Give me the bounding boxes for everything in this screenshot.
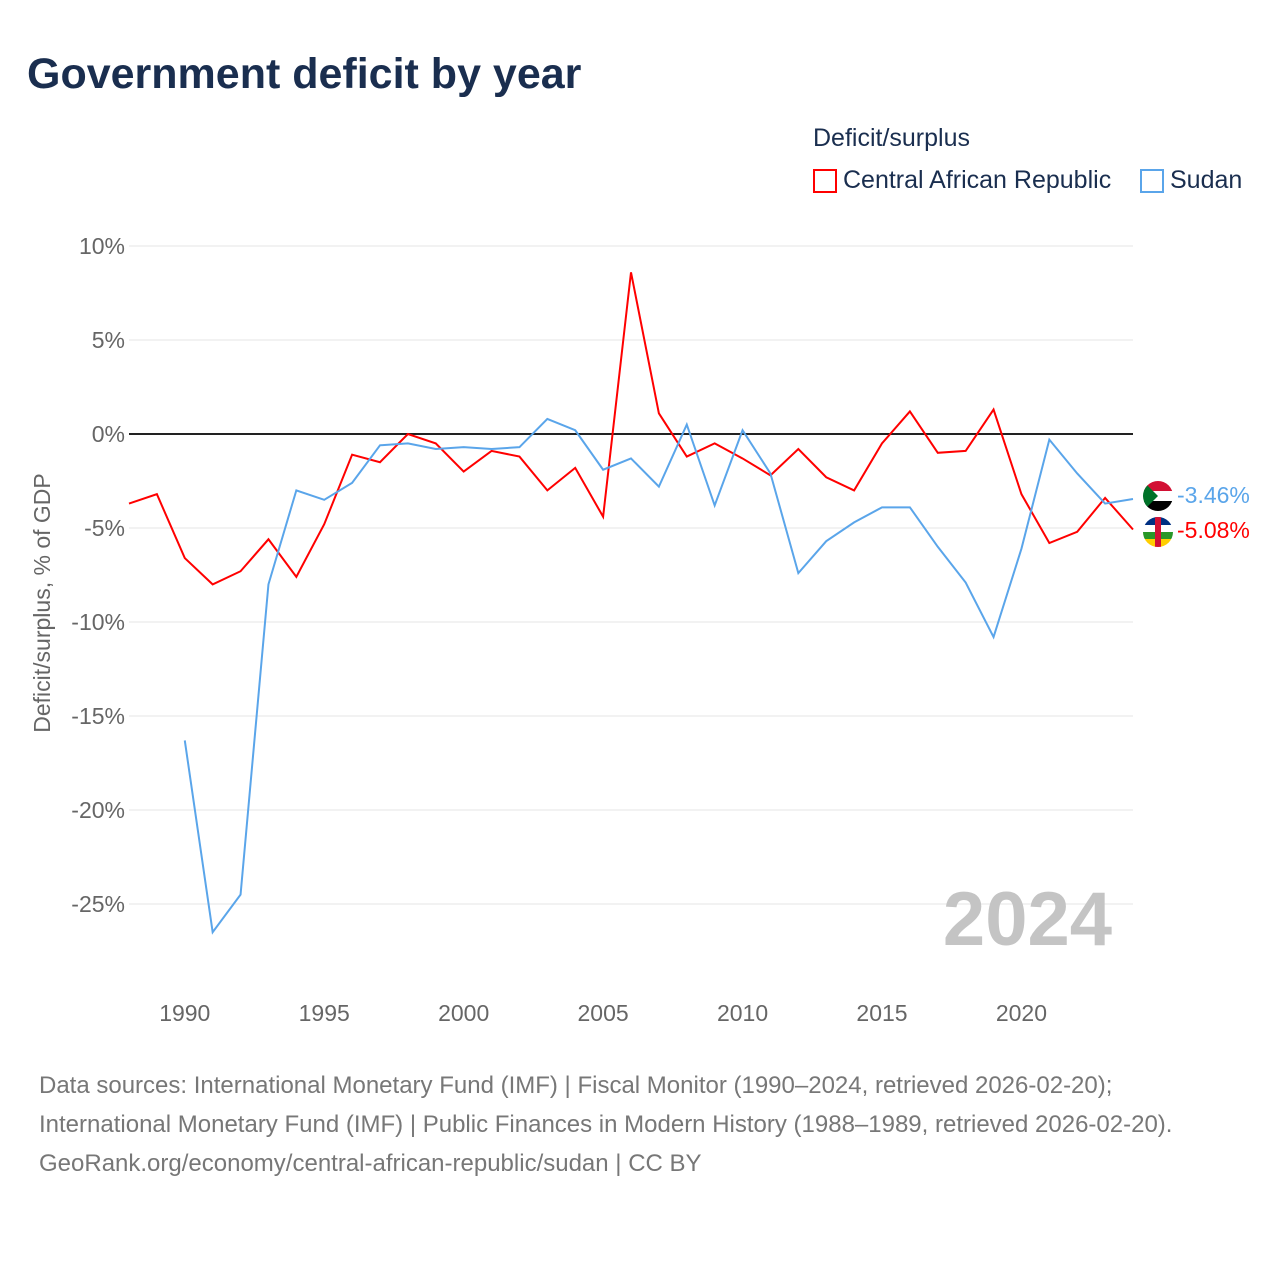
legend-swatch bbox=[1140, 168, 1164, 193]
legend-label: Central African Republic bbox=[843, 166, 1112, 194]
legend-swatch bbox=[813, 168, 837, 193]
x-tick-label: 2005 bbox=[578, 1000, 629, 1026]
x-tick-label: 2010 bbox=[717, 1000, 768, 1026]
x-tick-label: 2000 bbox=[438, 1000, 489, 1026]
sudan-flag-icon bbox=[1143, 481, 1173, 511]
y-tick-label: -15% bbox=[71, 703, 125, 729]
y-axis-label: Deficit/surplus, % of GDP bbox=[29, 473, 55, 732]
x-tick-label: 1990 bbox=[159, 1000, 210, 1026]
series-line-central-african-republic[interactable] bbox=[128, 272, 1134, 586]
car-end-label: -5.08% bbox=[1177, 517, 1250, 543]
y-tick-label: 5% bbox=[92, 327, 125, 353]
chart-title: Government deficit by year bbox=[27, 50, 582, 98]
footer: Data sources: International Monetary Fun… bbox=[39, 1066, 1239, 1183]
year-watermark: 2024 bbox=[943, 877, 1112, 962]
y-tick-label: -10% bbox=[71, 609, 125, 635]
y-tick-label: 0% bbox=[92, 421, 125, 447]
x-tick-label: 1995 bbox=[299, 1000, 350, 1026]
y-tick-label: -5% bbox=[84, 515, 125, 541]
credit-link[interactable]: GeoRank.org/economy/central-african-repu… bbox=[39, 1150, 702, 1177]
x-tick-label: 2015 bbox=[856, 1000, 907, 1026]
legend-title: Deficit/surplus bbox=[813, 124, 970, 152]
y-tick-label: 10% bbox=[79, 233, 125, 259]
y-tick-label: -20% bbox=[71, 797, 125, 823]
sudan-end-label: -3.46% bbox=[1177, 482, 1250, 508]
car-flag-icon bbox=[1143, 517, 1173, 547]
legend-item-car[interactable]: Central African Republic bbox=[813, 166, 1111, 195]
legend-label: Sudan bbox=[1170, 166, 1243, 194]
y-tick-label: -25% bbox=[71, 891, 125, 917]
x-tick-label: 2020 bbox=[996, 1000, 1047, 1026]
legend-item-sudan[interactable]: Sudan bbox=[1140, 166, 1242, 195]
data-sources: Data sources: International Monetary Fun… bbox=[39, 1072, 1173, 1138]
series-line-sudan[interactable] bbox=[183, 417, 1134, 935]
